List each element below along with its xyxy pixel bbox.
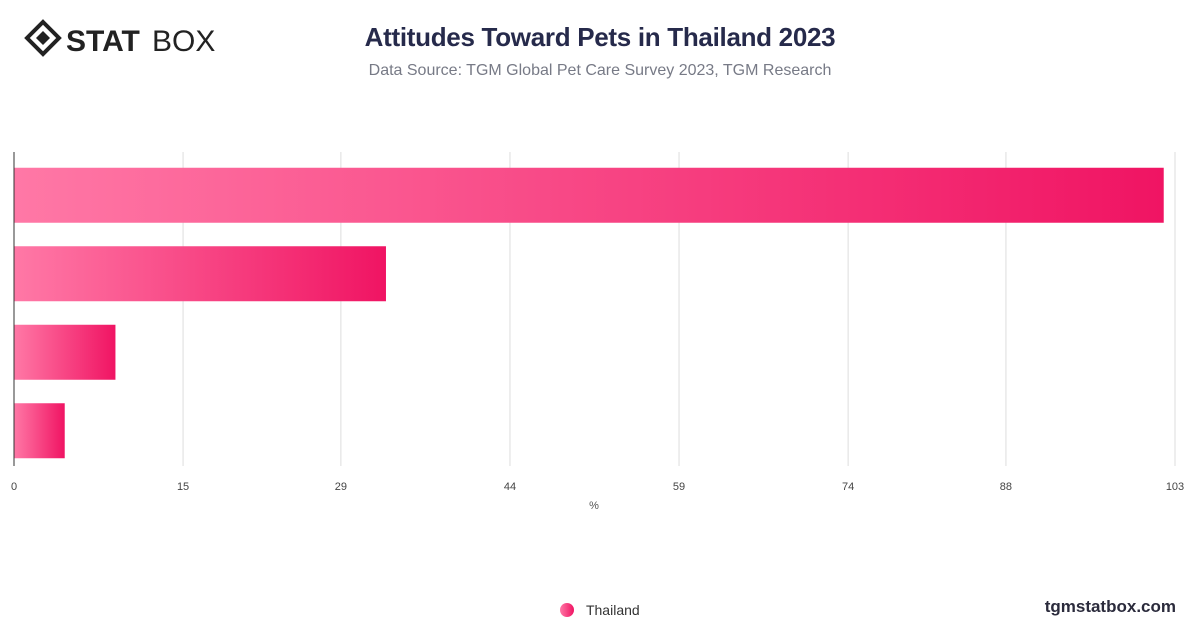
diamond-logo-icon — [24, 19, 62, 57]
bars — [14, 167, 1164, 459]
x-tick-label: 44 — [504, 481, 516, 493]
logo-text-light: BOX — [152, 25, 215, 58]
bar-3[interactable] — [14, 324, 116, 380]
statbox-logo: STAT BOX — [24, 19, 215, 58]
x-axis-label: % — [589, 500, 599, 512]
x-tick-label: 74 — [842, 481, 854, 493]
x-tick-label: 29 — [335, 481, 347, 493]
chart-title: Attitudes Toward Pets in Thailand 2023 — [364, 22, 836, 52]
bar-2[interactable] — [14, 246, 386, 302]
bar-1[interactable] — [14, 167, 1164, 223]
site-url[interactable]: tgmstatbox.com — [1044, 597, 1176, 616]
legend-label-thailand: Thailand — [585, 602, 640, 618]
logo-text-strong: STAT — [66, 25, 140, 58]
x-tick-label: 88 — [1000, 481, 1012, 493]
x-tick-label: 15 — [177, 481, 189, 493]
x-axis-ticks: 0 15 29 44 59 74 88 103 — [11, 481, 1184, 493]
bar-4[interactable] — [14, 403, 65, 459]
legend[interactable]: Thailand — [0, 602, 1200, 618]
x-tick-label: 59 — [673, 481, 685, 493]
x-tick-label: 0 — [11, 481, 17, 493]
legend-marker-icon — [560, 603, 575, 617]
chart-subtitle: Data Source: TGM Global Pet Care Survey … — [368, 62, 832, 79]
x-tick-label: 103 — [1166, 481, 1184, 493]
